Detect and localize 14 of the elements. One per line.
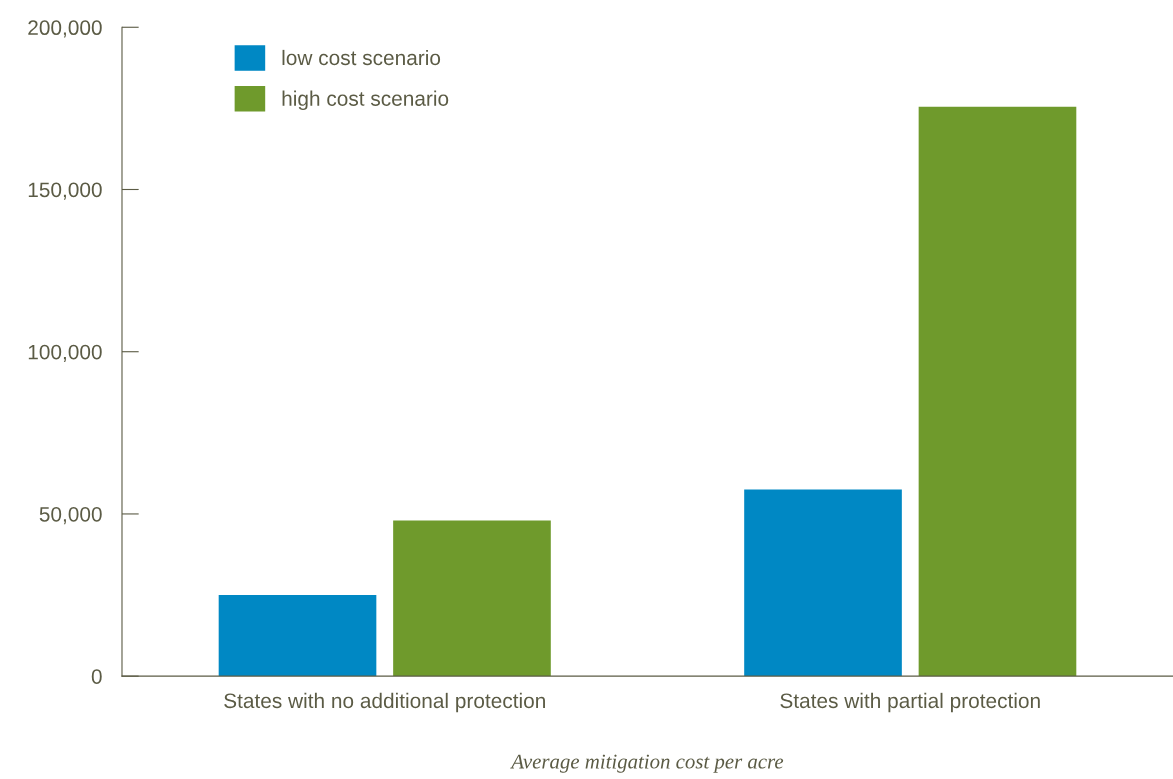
legend-label: low cost scenario [282,49,441,66]
bar [218,595,377,677]
bar [393,520,551,677]
bar [918,106,1077,677]
y-tick-label: 50,000 [39,506,102,525]
legend-label: high cost scenario [282,90,449,111]
x-axis-title: Average mitigation cost per acre [510,754,784,773]
y-tick-label: 150,000 [28,182,102,200]
bar [744,489,902,677]
y-tick-label: 0 [91,669,102,684]
x-tick-label: States with no additional protection [224,692,545,713]
x-tick-label: States with partial protection [780,692,1040,713]
y-tick-label: 100,000 [28,344,102,362]
y-tick-label: 200,000 [28,20,102,38]
